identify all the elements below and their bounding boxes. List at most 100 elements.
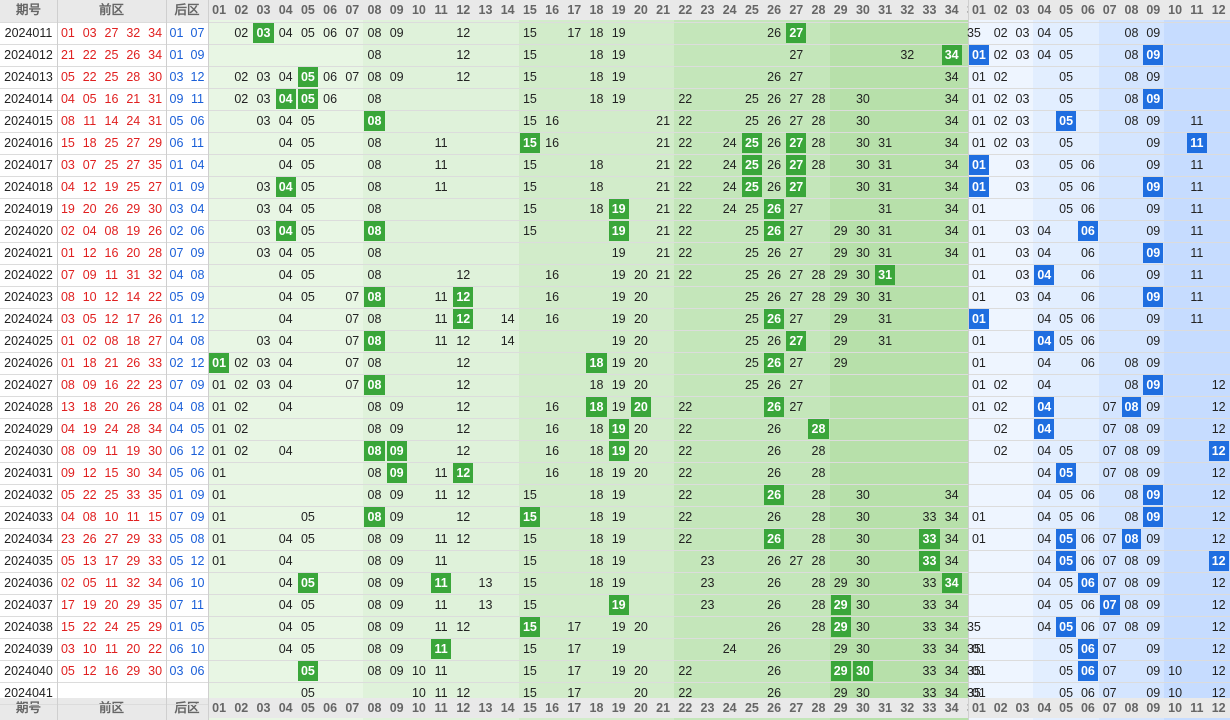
- front-trend-cell: 33: [922, 620, 937, 634]
- front-number: 08: [60, 290, 75, 304]
- front-number: 13: [82, 554, 97, 568]
- front-col-header-21: 21: [652, 0, 675, 20]
- back-trend-cell: 11: [1190, 224, 1204, 238]
- front-number: 08: [60, 114, 75, 128]
- front-trend-cell: 18: [589, 378, 604, 392]
- front-trend-cell: 29: [833, 246, 848, 260]
- row-divider: [0, 484, 1230, 485]
- back-number: 08: [190, 334, 205, 348]
- front-number: 07: [60, 268, 75, 282]
- front-col-header-24: 24: [718, 0, 741, 20]
- back-trend-cell: 05: [1059, 158, 1074, 172]
- front-number: 12: [82, 664, 97, 678]
- front-hit-cell: 08: [364, 111, 385, 131]
- front-trend-cell: 20: [633, 422, 648, 436]
- front-trend-cell: 04: [278, 70, 293, 84]
- front-number: 23: [148, 378, 163, 392]
- front-hit-cell: 12: [453, 287, 474, 307]
- front-hit-cell: 08: [364, 375, 385, 395]
- front-number: 16: [104, 378, 119, 392]
- back-trend-cell: 01: [971, 642, 986, 656]
- back-trend-cell: 09: [1146, 598, 1161, 612]
- back-col-header-07-footer: 07: [1098, 698, 1121, 718]
- back-trend-cell: 12: [1211, 400, 1226, 414]
- front-trend-cell: 08: [367, 180, 382, 194]
- front-trend-cell: 01: [212, 510, 227, 524]
- front-col-header-31: 31: [874, 0, 897, 20]
- period-cell: 2024025: [4, 334, 53, 348]
- back-trend-cell: 11: [1190, 114, 1204, 128]
- front-trend-cell: 12: [456, 48, 471, 62]
- period-cell: 2024030: [4, 444, 53, 458]
- front-trend-cell: 15: [522, 532, 537, 546]
- period-cell: 2024012: [4, 48, 53, 62]
- front-trend-cell: 05: [300, 598, 315, 612]
- front-trend-cell: 08: [367, 554, 382, 568]
- period-header: 期号: [15, 3, 41, 17]
- front-hit-cell: 18: [586, 397, 607, 417]
- column-divider: [208, 0, 209, 720]
- front-col-header-20: 20: [629, 0, 652, 20]
- back-trend-cell: 05: [1059, 444, 1074, 458]
- front-number: 29: [148, 620, 163, 634]
- front-trend-cell: 12: [456, 444, 471, 458]
- front-number: 20: [126, 642, 141, 656]
- front-trend-cell: 20: [633, 268, 648, 282]
- back-number: 06: [190, 664, 205, 678]
- front-number: 03: [82, 26, 97, 40]
- front-trend-cell: 25: [744, 202, 759, 216]
- front-trend-cell: 30: [855, 598, 870, 612]
- period-cell: 2024016: [4, 136, 53, 150]
- front-trend-cell: 08: [367, 422, 382, 436]
- front-trend-cell: 28: [811, 510, 826, 524]
- front-trend-cell: 11: [434, 180, 448, 194]
- front-trend-cell: 04: [278, 532, 293, 546]
- back-number: 04: [169, 268, 184, 282]
- front-trend-cell: 25: [744, 224, 759, 238]
- row-divider: [0, 308, 1230, 309]
- back-trend-cell: 07: [1102, 422, 1117, 436]
- front-trend-cell: 04: [278, 356, 293, 370]
- back-trend-cell: 08: [1124, 554, 1139, 568]
- front-number: 25: [104, 70, 119, 84]
- back-trend-cell: 02: [993, 48, 1008, 62]
- back-trend-cell: 09: [1146, 422, 1161, 436]
- front-trend-cell: 19: [611, 70, 626, 84]
- back-trend-cell: 01: [971, 92, 986, 106]
- front-trend-cell: 21: [656, 158, 671, 172]
- front-number: 04: [82, 224, 97, 238]
- front-col-header-13-footer: 13: [474, 698, 497, 718]
- period-cell: 2024018: [4, 180, 53, 194]
- front-trend-cell: 32: [900, 48, 915, 62]
- front-trend-cell: 27: [789, 202, 804, 216]
- back-number: 10: [190, 576, 205, 590]
- front-trend-cell: 18: [589, 444, 604, 458]
- front-number: 19: [126, 444, 141, 458]
- front-trend-cell: 18: [589, 422, 604, 436]
- front-hit-cell: 25: [741, 177, 762, 197]
- back-col-header-01: 01: [968, 0, 990, 20]
- front-trend-cell: 34: [944, 532, 959, 546]
- back-trend-cell: 12: [1211, 378, 1226, 392]
- front-trend-cell: 18: [589, 180, 604, 194]
- front-trend-cell: 22: [678, 268, 693, 282]
- front-number: 27: [148, 180, 163, 194]
- front-trend-cell: 05: [300, 246, 315, 260]
- front-trend-cell: 22: [678, 92, 693, 106]
- front-trend-cell: 34: [944, 510, 959, 524]
- front-hit-cell: 25: [741, 155, 762, 175]
- front-number: 31: [126, 268, 141, 282]
- front-number: 32: [126, 26, 141, 40]
- column-divider: [166, 0, 167, 720]
- back-hit-cell: 09: [1143, 375, 1164, 395]
- back-trend-cell: 02: [993, 92, 1008, 106]
- front-number: 29: [126, 202, 141, 216]
- row-divider: [0, 462, 1230, 463]
- front-trend-cell: 08: [367, 642, 382, 656]
- back-trend-cell: 09: [1146, 136, 1161, 150]
- front-trend-cell: 26: [767, 26, 782, 40]
- back-trend-cell: 08: [1124, 466, 1139, 480]
- front-trend-cell: 16: [545, 312, 560, 326]
- front-hit-cell: 05: [297, 67, 318, 87]
- front-number: 19: [60, 202, 75, 216]
